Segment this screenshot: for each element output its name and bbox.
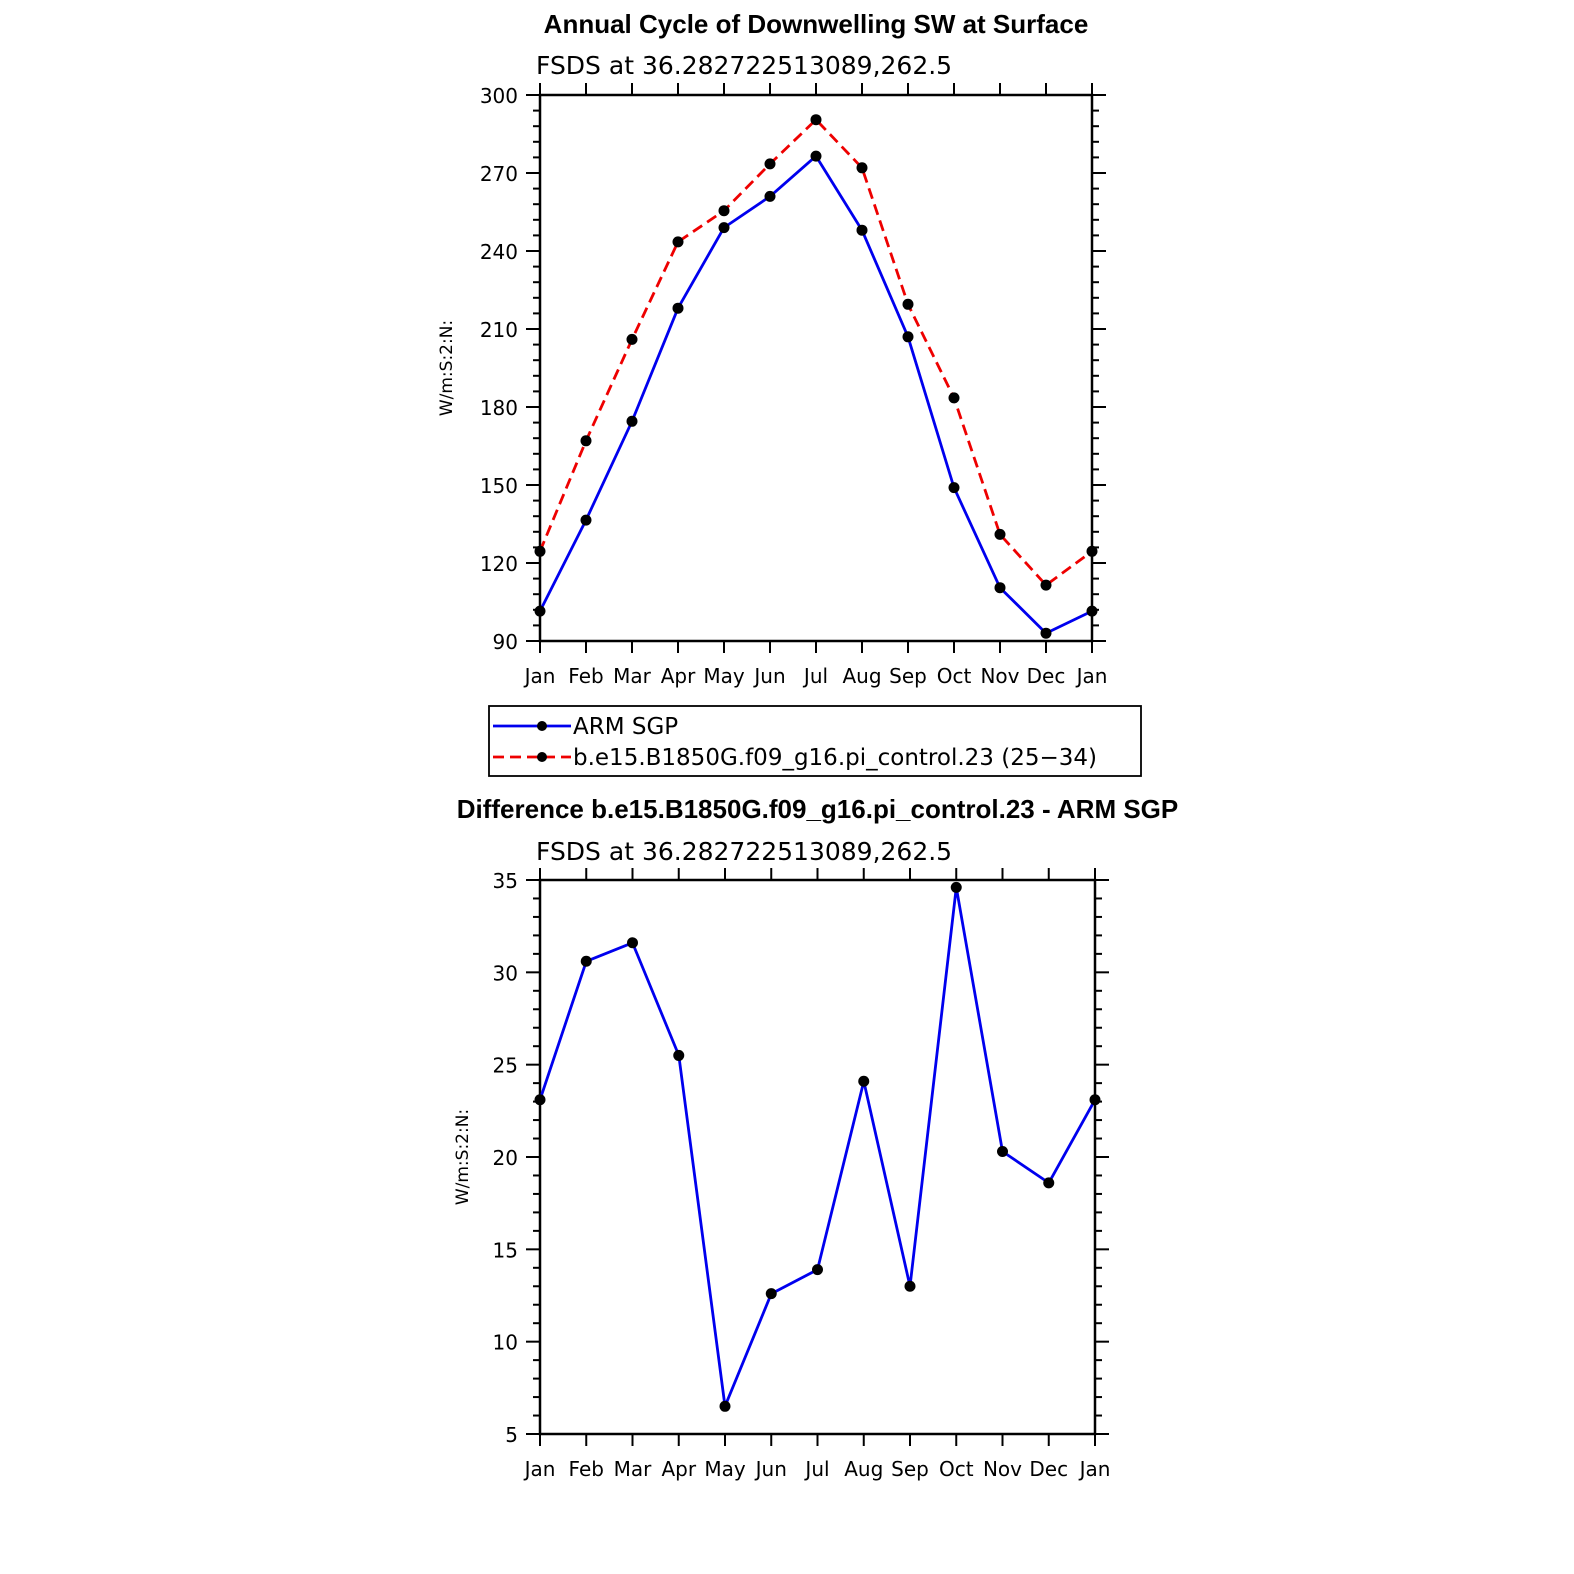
- chart-1: Annual Cycle of Downwelling SW at Surfac…: [437, 9, 1142, 777]
- y-tick-label: 5: [505, 1423, 518, 1447]
- legend-box: [488, 705, 1142, 777]
- data-point: [994, 528, 1006, 540]
- data-point: [810, 114, 822, 126]
- data-point: [580, 435, 592, 447]
- data-point: [902, 331, 914, 343]
- y-tick-label: 210: [480, 318, 518, 342]
- data-point: [904, 1280, 916, 1292]
- x-tick-label: Aug: [844, 1457, 883, 1481]
- chart-2: Difference b.e15.B1850G.f09_g16.pi_contr…: [453, 794, 1178, 1481]
- series-line-1: [538, 154, 1093, 635]
- data-point: [673, 1049, 685, 1061]
- data-point: [719, 1400, 731, 1412]
- x-tick-label: Feb: [569, 1457, 604, 1481]
- x-tick-label: Jan: [523, 664, 556, 688]
- y-tick-label: 90: [493, 630, 518, 654]
- legend: ARM SGP b.e15.B1850G.f09_g16.pi_control.2…: [488, 705, 1142, 777]
- data-point: [627, 937, 638, 949]
- y-tick-label: 30: [493, 961, 518, 985]
- series-line-1: [538, 886, 1097, 1408]
- y-tick-label: 10: [493, 1331, 518, 1355]
- x-tick-label: Nov: [983, 1457, 1022, 1481]
- x-tick-label: May: [703, 664, 745, 688]
- x-tick-label: Aug: [842, 664, 881, 688]
- chart-subtitle: FSDS at 36.282722513089,262.5: [536, 837, 952, 866]
- y-tick-label: 180: [480, 396, 518, 420]
- chart-title: Annual Cycle of Downwelling SW at Surfac…: [544, 9, 1089, 39]
- data-point: [718, 222, 730, 234]
- data-point: [764, 190, 776, 202]
- x-tick-label: Sep: [891, 1457, 929, 1481]
- y-tick-label: 25: [493, 1054, 518, 1078]
- data-point: [856, 162, 868, 174]
- y-tick-label: 20: [493, 1146, 518, 1170]
- y-axis-label: W/m:S:2:N:: [437, 320, 457, 416]
- data-point: [765, 1288, 777, 1300]
- x-tick-label: Apr: [661, 664, 696, 688]
- data-point: [534, 1094, 546, 1106]
- data-point: [948, 392, 960, 404]
- x-tick-label: Dec: [1027, 664, 1066, 688]
- x-tick-label: Dec: [1029, 1457, 1068, 1481]
- x-tick-label: Jun: [754, 1457, 787, 1481]
- x-tick-label: Sep: [889, 664, 927, 688]
- data-point: [948, 482, 960, 494]
- data-point: [672, 236, 684, 248]
- legend-marker: [537, 752, 547, 762]
- x-tick-label: Feb: [568, 664, 603, 688]
- x-tick-label: Mar: [613, 664, 652, 688]
- chart-title: Difference b.e15.B1850G.f09_g16.pi_contr…: [457, 794, 1179, 824]
- x-tick-label: Jul: [803, 1457, 829, 1481]
- data-point: [626, 333, 638, 345]
- chart-subtitle: FSDS at 36.282722513089,262.5: [536, 51, 952, 80]
- legend-label-1: ARM SGP: [573, 714, 678, 740]
- y-tick-label: 35: [493, 869, 518, 893]
- data-point: [580, 514, 592, 526]
- data-point: [1089, 1094, 1101, 1106]
- x-tick-label: May: [704, 1457, 746, 1481]
- data-point: [1040, 627, 1052, 639]
- data-point: [812, 1264, 823, 1276]
- data-point: [902, 298, 914, 310]
- data-point: [810, 150, 822, 162]
- data-point: [672, 302, 684, 314]
- x-tick-label: Jan: [523, 1457, 556, 1481]
- data-point: [997, 1145, 1008, 1157]
- y-tick-label: 15: [493, 1238, 518, 1262]
- y-tick-label: 270: [480, 162, 518, 186]
- x-tick-label: Jul: [802, 664, 828, 688]
- data-point: [950, 881, 962, 893]
- x-tick-label: Oct: [939, 1457, 974, 1481]
- x-tick-label: Jan: [1075, 664, 1108, 688]
- x-tick-label: Jun: [752, 664, 785, 688]
- x-tick-label: Oct: [937, 664, 972, 688]
- data-point: [858, 1075, 870, 1087]
- x-tick-label: Jan: [1078, 1457, 1111, 1481]
- legend-marker: [537, 721, 547, 731]
- data-point: [1086, 605, 1098, 617]
- x-tick-label: Apr: [661, 1457, 696, 1481]
- x-tick-label: Nov: [980, 664, 1019, 688]
- legend-label-2: b.e15.B1850G.f09_g16.pi_control.23 (25−3…: [573, 745, 1097, 771]
- data-point: [764, 158, 776, 170]
- data-point: [580, 955, 592, 967]
- y-axis-label: W/m:S:2:N:: [453, 1109, 473, 1205]
- data-point: [1043, 1177, 1055, 1189]
- data-point: [994, 582, 1006, 594]
- plot-frame: [538, 93, 1094, 643]
- y-tick-label: 120: [480, 552, 518, 576]
- y-tick-label: 150: [480, 474, 518, 498]
- data-point: [1086, 545, 1098, 557]
- data-point: [534, 605, 546, 617]
- data-point: [626, 415, 638, 427]
- series-line-2: [538, 118, 1093, 587]
- data-point: [1040, 579, 1052, 591]
- data-point: [718, 205, 730, 217]
- x-tick-label: Mar: [614, 1457, 653, 1481]
- data-point: [534, 545, 546, 557]
- data-point: [856, 224, 868, 236]
- y-tick-label: 300: [480, 84, 518, 108]
- y-tick-label: 240: [480, 240, 518, 264]
